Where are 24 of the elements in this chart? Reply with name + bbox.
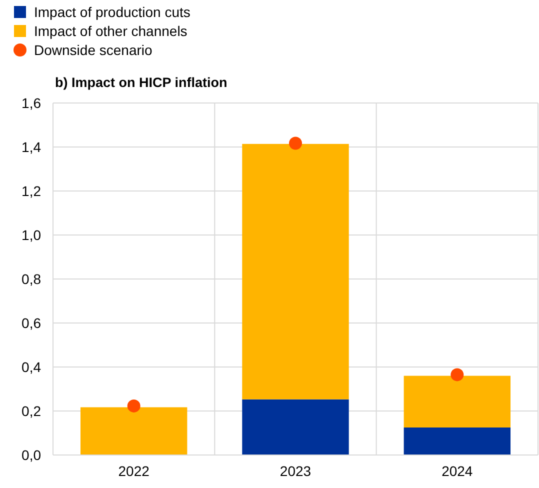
y-tick-label: 0,8 bbox=[22, 271, 42, 287]
bar bbox=[80, 407, 188, 455]
point bbox=[127, 399, 140, 412]
bar bbox=[242, 144, 349, 400]
bar bbox=[404, 428, 511, 455]
bar bbox=[404, 376, 511, 428]
y-tick-label: 0,6 bbox=[22, 315, 42, 331]
y-tick-label: 0,2 bbox=[22, 403, 42, 419]
point bbox=[289, 136, 302, 150]
legend-label: Impact of production cuts bbox=[34, 4, 190, 20]
y-tick-label: 1,6 bbox=[22, 95, 42, 111]
bar bbox=[242, 399, 349, 455]
x-tick-label: 2024 bbox=[442, 463, 473, 479]
legend-label: Impact of other channels bbox=[34, 23, 188, 39]
x-tick-label: 2022 bbox=[118, 463, 150, 479]
y-tick-label: 1,2 bbox=[22, 183, 42, 199]
chart-title: b) Impact on HICP inflation bbox=[55, 75, 228, 90]
y-tick-label: 0,4 bbox=[22, 359, 42, 375]
y-tick-label: 0,0 bbox=[22, 447, 42, 463]
y-tick-label: 1,0 bbox=[22, 227, 42, 243]
y-tick-label: 1,4 bbox=[22, 139, 42, 155]
point bbox=[450, 368, 464, 382]
x-tick-label: 2023 bbox=[280, 463, 312, 479]
legend-label: Downside scenario bbox=[34, 42, 152, 58]
